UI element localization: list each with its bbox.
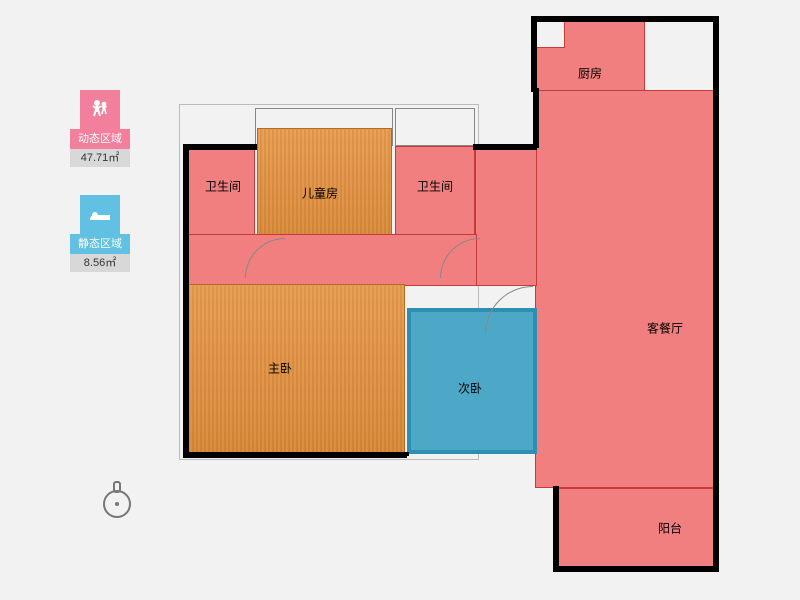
- room-label-master: 主卧: [268, 360, 292, 377]
- sleep-icon: [80, 195, 120, 235]
- legend-dynamic-value: 47.71㎡: [70, 149, 130, 167]
- legend-static: 静态区域 8.56㎡: [70, 195, 130, 272]
- legend-static-label: 静态区域: [70, 234, 130, 254]
- legend-static-value: 8.56㎡: [70, 254, 130, 272]
- room-balcony: [555, 488, 715, 568]
- floor-plan: 厨房客餐厅 卫生间 儿童房 卫生间主卧次卧阳台: [185, 18, 745, 578]
- room-label-kids: 儿童房: [302, 185, 338, 202]
- legend: 动态区域 47.71㎡ 静态区域 8.56㎡: [70, 90, 130, 300]
- legend-dynamic: 动态区域 47.71㎡: [70, 90, 130, 167]
- people-icon: [80, 90, 120, 130]
- room-label-bath2: 卫生间: [417, 178, 453, 195]
- room-label-kitchen: 厨房: [578, 65, 602, 82]
- room-living: [535, 90, 715, 488]
- room-label-bath1: 卫生间: [205, 178, 241, 195]
- legend-dynamic-label: 动态区域: [70, 129, 130, 149]
- room-label-living: 客餐厅: [647, 320, 683, 337]
- compass-icon: [100, 480, 134, 520]
- room-hall: [185, 234, 477, 286]
- room-passage: [475, 146, 537, 286]
- room-master: [185, 284, 405, 454]
- room-label-second: 次卧: [458, 380, 482, 397]
- room-label-balcony: 阳台: [658, 520, 682, 537]
